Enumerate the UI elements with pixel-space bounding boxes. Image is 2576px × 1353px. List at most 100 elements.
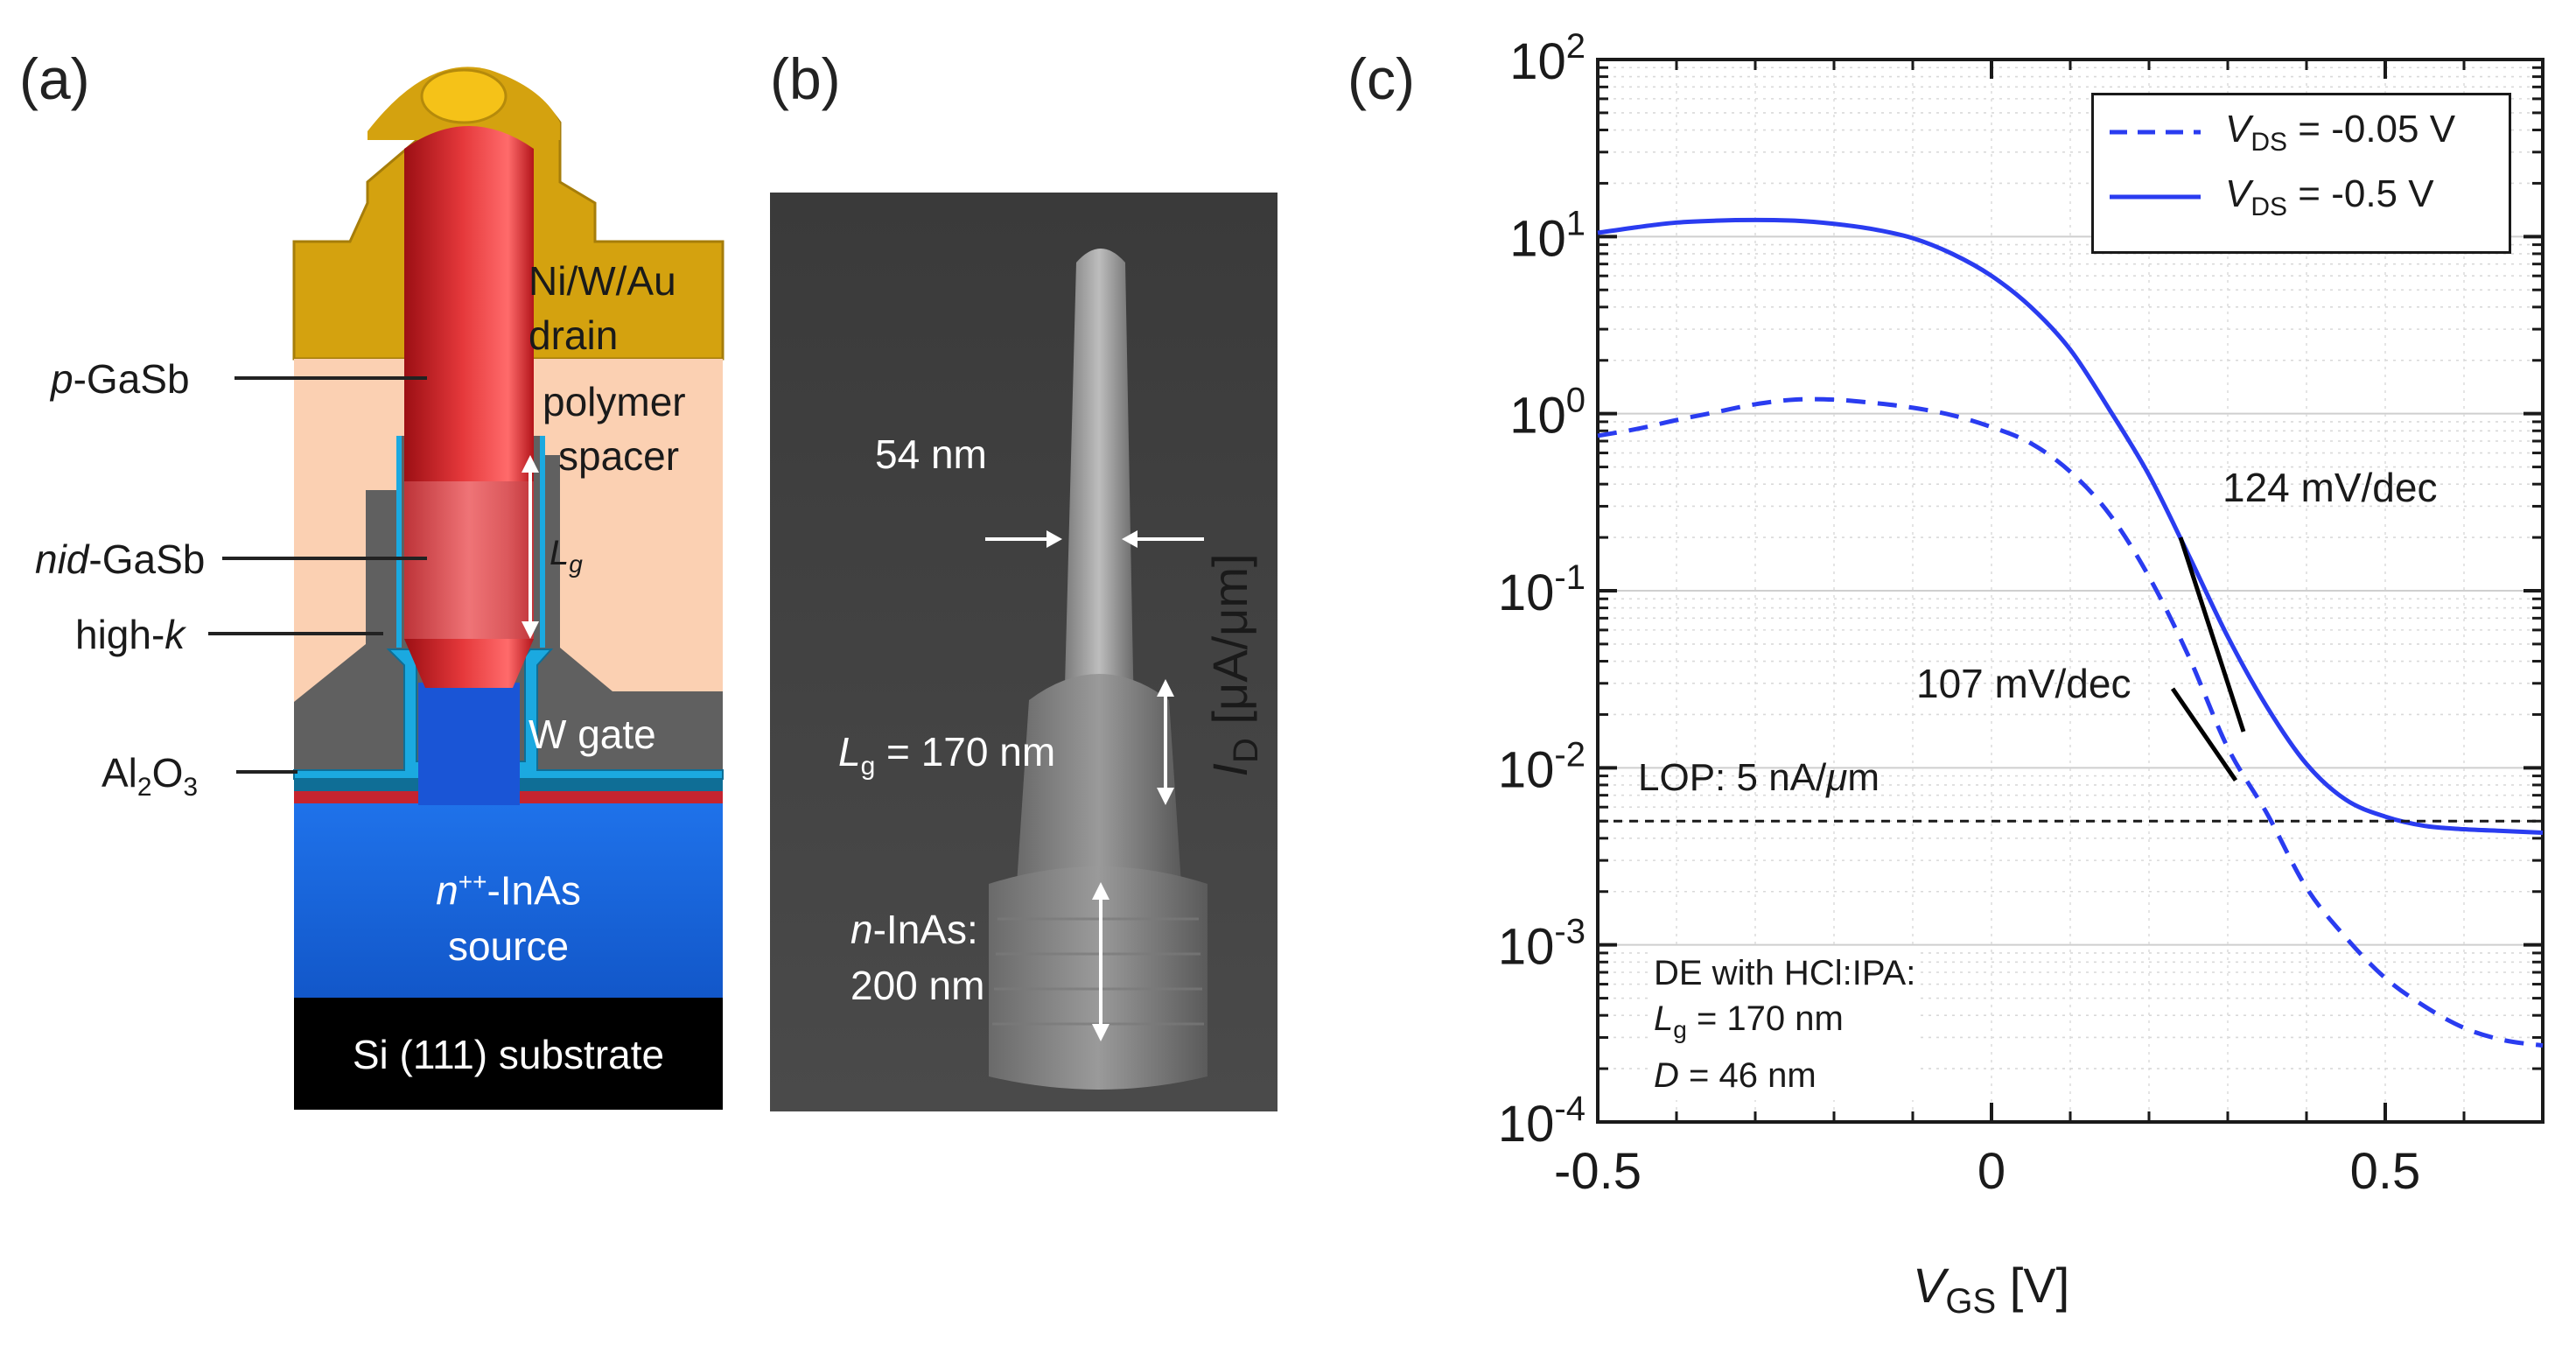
- annotation-box: DE with HCl:IPA: Lg = 170 nm D = 46 nm: [1648, 949, 1922, 1100]
- source-label: n++-InAs source: [294, 854, 723, 974]
- lop-label-suffix: m: [1847, 756, 1880, 799]
- y-tick-label: 10-4: [1498, 1090, 1586, 1153]
- x-tick-label: -0.5: [1554, 1143, 1642, 1200]
- spacer-label-line1: polymer: [542, 379, 686, 424]
- y-tick-label-base: 10: [1509, 33, 1566, 90]
- lop-label-prefix: LOP: 5 nA/: [1638, 756, 1827, 799]
- al2o3-label: Al2O3: [102, 749, 198, 803]
- y-tick-label-base: 10: [1509, 388, 1566, 445]
- lop-label: LOP: 5 nA/μm: [1638, 756, 1880, 800]
- annotation-line3: D = 46 nm: [1654, 1053, 1915, 1098]
- source-region: [294, 803, 723, 998]
- lg-170-sub: g: [860, 752, 876, 782]
- high-k-layer: [293, 648, 724, 780]
- p-gasb-italic: p: [51, 356, 74, 402]
- n-inas-label: n-InAs: 200 nm: [850, 901, 984, 1013]
- legend-entry-1-sub: DS: [2250, 127, 2288, 157]
- y-axis-label: ID [μA/μm]: [1201, 553, 1266, 776]
- y-tick-label: 10-2: [1498, 735, 1586, 798]
- annotation-line2: Lg = 170 nm: [1654, 996, 1915, 1053]
- n-inas-line1: n-InAs:: [850, 901, 984, 957]
- source-rest: -InAs: [486, 867, 581, 914]
- n-inas-line2: 200 nm: [850, 963, 985, 1008]
- p-gasb-label: p-GaSb: [51, 355, 190, 403]
- diameter-label: 54 nm: [875, 431, 987, 477]
- high-k-label: high-k: [75, 611, 185, 658]
- annotation-line3-rest: = 46 nm: [1678, 1056, 1816, 1095]
- lg-170-label: Lg = 170 nm: [838, 728, 1055, 782]
- slope-line-107: [2170, 687, 2238, 782]
- lg-label: Lg: [550, 534, 583, 578]
- legend-entry-1-main: V: [2225, 108, 2251, 151]
- annotation-line2-rest: = 170 nm: [1686, 999, 1844, 1038]
- panel-label-a: (a): [19, 46, 90, 111]
- y-tick-label-base: 10: [1498, 741, 1555, 798]
- n-inas-italic: n: [850, 907, 873, 952]
- source-label-line1: n++-InAs: [294, 854, 723, 918]
- x-tick-label: 0: [1978, 1143, 2006, 1200]
- high-k-rest: high-: [75, 612, 165, 657]
- nid-gasb-rest: -GaSb: [88, 536, 206, 582]
- x-axis-label: VGS [V]: [1913, 1257, 2069, 1321]
- drain-label-line1: Ni/W/Au: [528, 258, 676, 304]
- x-axis-label-main: V: [1913, 1258, 1946, 1313]
- y-tick-label-exp: -4: [1554, 1090, 1586, 1128]
- sem-image: [770, 193, 1278, 1111]
- x-axis-label-unit: [V]: [1996, 1258, 2070, 1313]
- annotation-line3-main: D: [1654, 1056, 1679, 1095]
- lg-170-main: L: [838, 729, 861, 775]
- sem-base-region: [989, 866, 1208, 1090]
- annotation-line1: DE with HCl:IPA:: [1654, 954, 1916, 992]
- source-n: n: [436, 867, 458, 914]
- device-schematic: [208, 67, 724, 1110]
- al2o3-s2: 3: [183, 773, 199, 803]
- high-k-italic: k: [164, 612, 186, 657]
- substrate: [294, 998, 723, 1110]
- al2o3-b: O: [151, 750, 184, 796]
- spacer-label: polymer spacer: [542, 375, 686, 483]
- legend-swatches: [2110, 130, 2201, 200]
- y-axis-label-sub: D: [1227, 738, 1266, 764]
- al2o3-a: Al: [102, 750, 137, 796]
- legend-entry-2-rest: = -0.5 V: [2287, 172, 2434, 215]
- y-tick-label-base: 10: [1498, 1096, 1555, 1153]
- lg-170-value: = 170 nm: [875, 729, 1056, 775]
- slope-line-124: [2178, 536, 2246, 733]
- legend-entry-1: VDS = -0.05 V: [2225, 108, 2455, 158]
- chart-extras: [1598, 536, 2543, 823]
- legend-entry-1-rest: = -0.05 V: [2287, 108, 2456, 151]
- sem-nanowire: [1064, 249, 1134, 718]
- x-axis-label-sub: GS: [1945, 1282, 1997, 1321]
- lg-label-main: L: [550, 534, 570, 572]
- y-tick-label-base: 10: [1498, 919, 1555, 976]
- series-vds-005-line: [1597, 396, 2544, 1048]
- y-tick-label-base: 10: [1498, 564, 1555, 621]
- w-gate-label: W gate: [528, 712, 656, 757]
- source-label-line2: source: [447, 923, 570, 970]
- chart-series: [1597, 217, 2544, 1048]
- drain-label: Ni/W/Au drain: [528, 254, 676, 362]
- y-tick-label-exp: 1: [1566, 204, 1586, 242]
- x-tick-label: 0.5: [2350, 1143, 2421, 1200]
- y-tick-label-exp: -2: [1554, 735, 1586, 774]
- legend-entry-2-sub: DS: [2250, 192, 2288, 221]
- y-tick-label: 10-3: [1498, 913, 1586, 976]
- nid-gasb-italic: nid: [35, 536, 89, 582]
- source-sup: ++: [458, 868, 487, 895]
- y-tick-label-exp: -3: [1554, 913, 1586, 951]
- y-tick-label-exp: -1: [1554, 558, 1586, 597]
- panel-label-b: (b): [770, 46, 841, 111]
- sem-gate-region: [1017, 674, 1181, 884]
- lg-label-sub: g: [569, 550, 583, 578]
- y-tick-label-exp: 0: [1566, 382, 1586, 420]
- slope-label-107: 107 mV/dec: [1916, 661, 2132, 706]
- legend-entry-2: VDS = -0.5 V: [2225, 172, 2434, 222]
- y-tick-label: 102: [1509, 27, 1586, 90]
- y-tick-label-base: 10: [1509, 210, 1566, 267]
- annotation-line2-main: L: [1654, 999, 1674, 1038]
- y-tick-label: 100: [1509, 382, 1586, 445]
- al2o3-s1: 2: [136, 773, 152, 803]
- slope-label-124: 124 mV/dec: [2222, 465, 2438, 510]
